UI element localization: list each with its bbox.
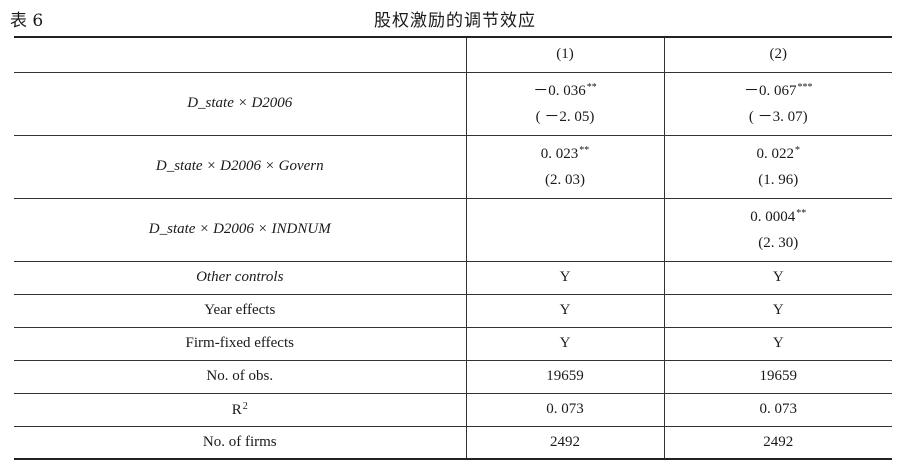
- coefficient: 0. 023: [540, 145, 579, 162]
- significance-stars: **: [579, 144, 590, 156]
- table-row: Firm-fixed effects Y Y: [14, 326, 892, 361]
- row-label: No. of obs.: [14, 359, 467, 394]
- significance-stars: **: [586, 81, 597, 93]
- table-cell: 2492: [663, 425, 892, 460]
- row-label: Firm-fixed effects: [14, 326, 467, 361]
- table-cell: 19659: [465, 359, 665, 394]
- coef-cell: －0. 036** ( －2. 05): [465, 71, 665, 136]
- table-row: Other controls Y Y: [14, 260, 892, 295]
- table-cell: Y: [465, 326, 665, 361]
- table-cell: 2492: [465, 425, 665, 460]
- coef-cell-empty: [465, 197, 665, 262]
- t-statistic: ( －3. 07): [748, 108, 808, 125]
- table-row: D_state × D2006 －0. 036** ( －2. 05) －0. …: [14, 71, 892, 136]
- table-row: Year effects Y Y: [14, 293, 892, 328]
- header-cell-model-2: (2): [663, 36, 892, 73]
- table-cell: Y: [663, 260, 892, 295]
- header-cell-empty: [14, 36, 467, 73]
- coef-cell: －0. 067*** ( －3. 07): [663, 71, 892, 136]
- table-row: No. of firms 2492 2492: [14, 425, 892, 460]
- table-caption: 表 6 股权激励的调节效应: [0, 4, 910, 31]
- r-squared-label: R: [231, 401, 242, 418]
- t-statistic: (1. 96): [758, 171, 799, 188]
- row-label: D_state × D2006 × INDNUM: [14, 197, 467, 262]
- table-row: D_state × D2006 × INDNUM 0. 0004** (2. 3…: [14, 197, 892, 262]
- coef-cell: 0. 022* (1. 96): [663, 134, 892, 199]
- coefficient: 0. 022: [756, 145, 795, 162]
- header-row: (1) (2): [14, 36, 892, 73]
- row-label: Year effects: [14, 293, 467, 328]
- table-row: R2 0. 073 0. 073: [14, 392, 892, 427]
- table-cell: Y: [465, 293, 665, 328]
- significance-stars: ***: [797, 81, 813, 93]
- table-row: No. of obs. 19659 19659: [14, 359, 892, 394]
- row-label: R2: [14, 392, 467, 427]
- regression-table: (1) (2) D_state × D2006 －0. 036** ( －2. …: [14, 36, 892, 460]
- header-cell-model-1: (1): [465, 36, 665, 73]
- row-label: Other controls: [14, 260, 467, 295]
- table-row: D_state × D2006 × Govern 0. 023** (2. 03…: [14, 134, 892, 199]
- table-number: 表 6: [10, 11, 44, 31]
- t-statistic: ( －2. 05): [535, 108, 595, 125]
- table-cell: 0. 073: [663, 392, 892, 427]
- row-label: No. of firms: [14, 425, 467, 460]
- row-label: D_state × D2006 × Govern: [14, 134, 467, 199]
- t-statistic: (2. 03): [545, 171, 585, 188]
- table-cell: 0. 073: [465, 392, 665, 427]
- cropped-footnote: [14, 464, 254, 472]
- r-squared-superscript: 2: [242, 400, 248, 412]
- coef-cell: 0. 023** (2. 03): [465, 134, 665, 199]
- row-label: D_state × D2006: [14, 71, 467, 136]
- coef-cell: 0. 0004** (2. 30): [663, 197, 892, 262]
- coefficient: 0. 0004: [750, 208, 796, 225]
- table-cell: Y: [663, 293, 892, 328]
- table-cell: Y: [465, 260, 665, 295]
- table-title: 股权激励的调节效应: [374, 11, 536, 31]
- coefficient: －0. 036: [533, 82, 586, 99]
- table-cell: Y: [663, 326, 892, 361]
- coefficient: －0. 067: [743, 82, 797, 99]
- significance-stars: **: [796, 207, 807, 219]
- table-cell: 19659: [663, 359, 892, 394]
- t-statistic: (2. 30): [758, 234, 799, 251]
- significance-stars: *: [795, 144, 800, 156]
